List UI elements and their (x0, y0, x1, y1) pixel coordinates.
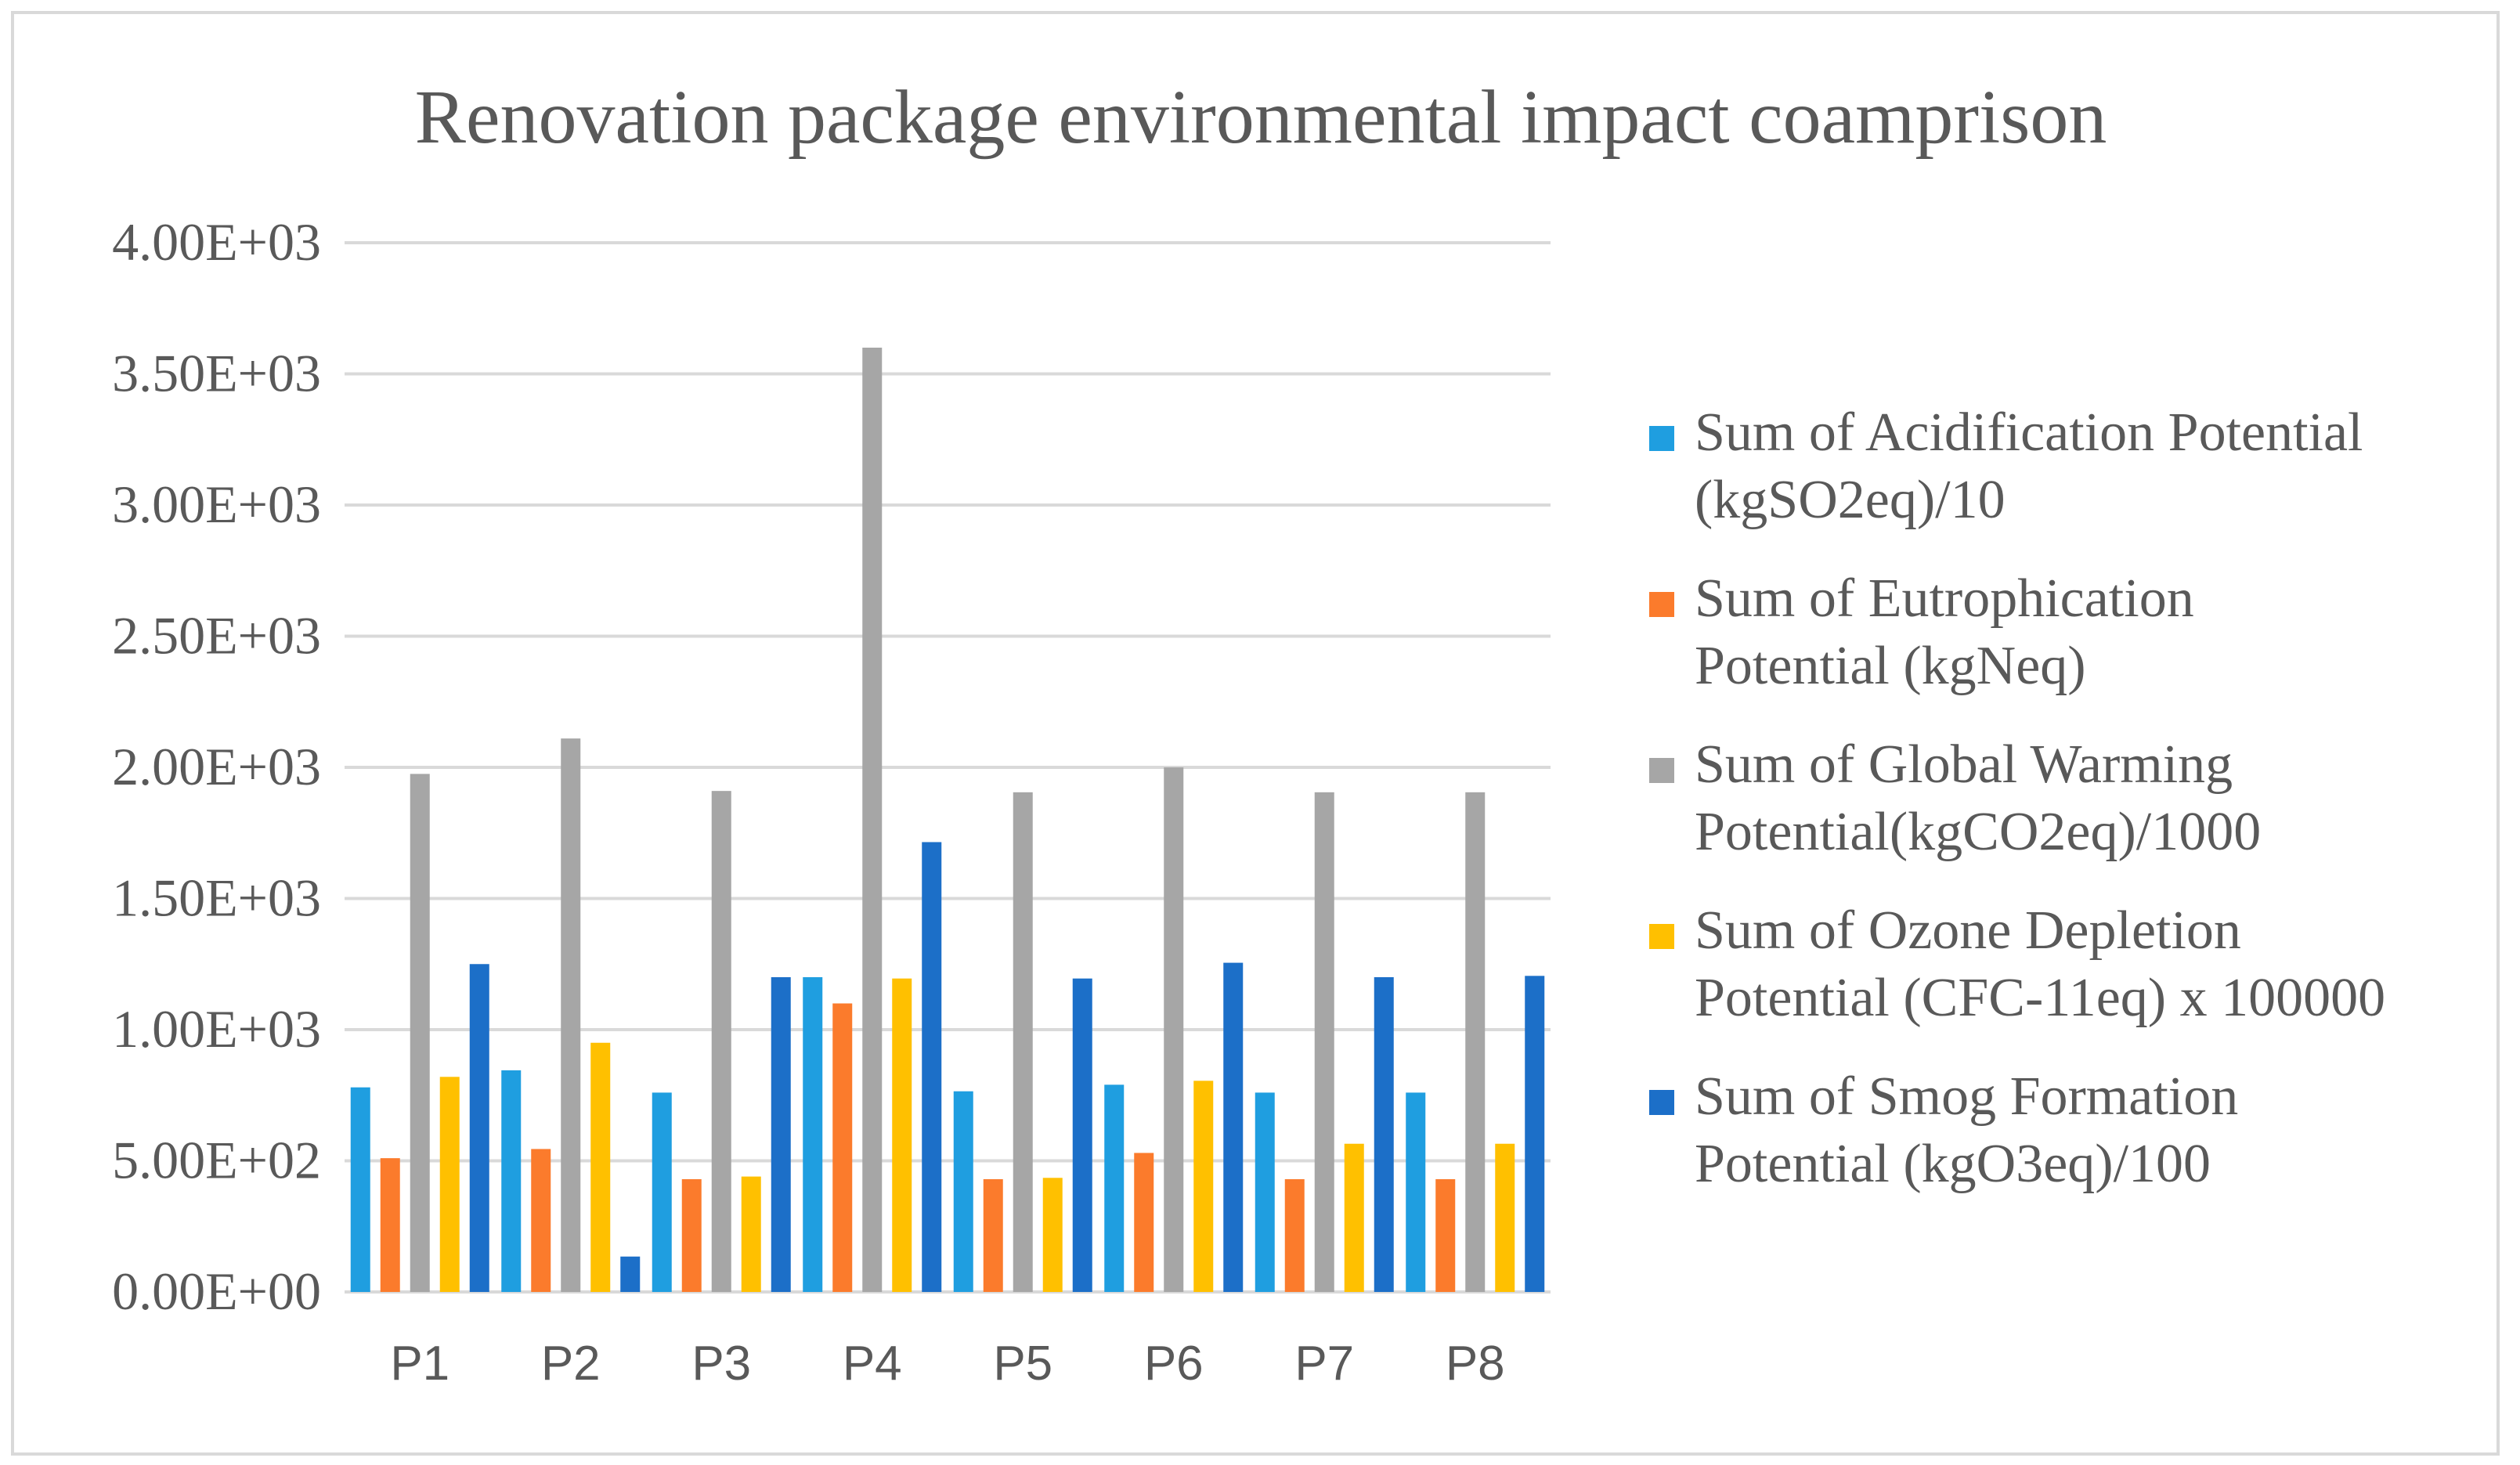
bar-p3-series-4 (741, 1176, 761, 1292)
bar-p4-series-2 (832, 1003, 853, 1292)
bar-p8-series-2 (1435, 1178, 1456, 1292)
y-tick-label: 2.00E+03 (112, 737, 321, 796)
bar-p5-series-1 (953, 1091, 973, 1292)
bar-p6-series-1 (1104, 1084, 1125, 1292)
bar-p1-series-1 (350, 1087, 370, 1292)
legend-swatch (1649, 758, 1674, 783)
bar-p3-series-2 (681, 1178, 702, 1292)
bar-p2-series-5 (620, 1256, 641, 1292)
legend-label-line: Potential (kgO3eq)/100 (1695, 1134, 2211, 1194)
bar-p7-series-2 (1284, 1178, 1305, 1292)
y-tick-label: 1.50E+03 (112, 868, 321, 928)
bar-p7-series-3 (1314, 792, 1334, 1292)
bar-p8-series-4 (1495, 1143, 1515, 1292)
chart-title: Renovation package environmental impact … (415, 75, 2107, 160)
legend-swatch (1649, 1090, 1674, 1115)
bar-p1-series-5 (469, 964, 489, 1292)
bar-p7-series-4 (1344, 1143, 1364, 1292)
x-tick-label: P8 (1446, 1337, 1505, 1391)
bar-p1-series-2 (380, 1158, 400, 1292)
bar-p1-series-3 (410, 774, 430, 1292)
bar-p6-series-2 (1134, 1153, 1154, 1292)
y-tick-label: 3.00E+03 (112, 475, 321, 534)
legend-label-line: (kgSO2eq)/10 (1695, 470, 2006, 530)
x-tick-label: P4 (843, 1337, 902, 1391)
x-axis-tick-labels: P1 P2 P3 P4 P5 P6 P7 P8 (390, 1337, 1504, 1391)
legend-item-acidification: Sum of Acidification Potential (kgSO2eq)… (1629, 399, 2498, 534)
bar-p8-series-1 (1406, 1092, 1426, 1292)
legend-label-line: Sum of Ozone Depletion (1695, 900, 2241, 961)
bars (350, 348, 1545, 1292)
bar-p4-series-1 (803, 977, 823, 1292)
bar-p5-series-3 (1013, 792, 1033, 1292)
legend-swatch (1649, 426, 1674, 451)
x-tick-label: P2 (541, 1337, 601, 1391)
bar-p2-series-3 (561, 738, 581, 1292)
bar-p2-series-2 (531, 1149, 551, 1292)
bar-p7-series-5 (1374, 977, 1394, 1292)
x-tick-label: P5 (993, 1337, 1052, 1391)
bar-p2-series-4 (590, 1042, 611, 1292)
legend-item-ozone-depletion: Sum of Ozone Depletion Potential (CFC-11… (1629, 897, 2498, 1032)
bar-p4-series-3 (862, 348, 883, 1292)
gridlines (345, 241, 1551, 1294)
legend-label-line: Sum of Eutrophication (1695, 568, 2194, 629)
bar-p5-series-5 (1072, 978, 1092, 1292)
bar-p3-series-3 (711, 791, 731, 1292)
y-tick-label: 3.50E+03 (112, 344, 321, 403)
legend-label-line: Potential(kgCO2eq)/1000 (1695, 802, 2262, 862)
bar-p6-series-5 (1223, 962, 1244, 1292)
x-tick-label: P6 (1144, 1337, 1204, 1391)
legend-item-eutrophication: Sum of Eutrophication Potential (kgNeq) (1629, 565, 2498, 700)
x-tick-label: P7 (1294, 1337, 1354, 1391)
y-tick-label: 0.00E+00 (112, 1261, 321, 1321)
bar-p1-series-4 (439, 1077, 460, 1292)
bar-p5-series-4 (1042, 1178, 1063, 1292)
legend-label-line: Potential (kgNeq) (1695, 636, 2086, 696)
legend-swatch (1649, 924, 1674, 949)
legend-item-smog-formation: Sum of Smog Formation Potential (kgO3eq)… (1629, 1063, 2498, 1198)
legend-label-line: Sum of Smog Formation (1695, 1066, 2239, 1127)
bar-p3-series-1 (652, 1092, 672, 1292)
legend-item-global-warming: Sum of Global Warming Potential(kgCO2eq)… (1629, 731, 2498, 866)
bar-p8-series-3 (1465, 792, 1486, 1292)
y-tick-label: 4.00E+03 (112, 212, 321, 272)
bar-p3-series-5 (771, 977, 791, 1292)
x-tick-label: P3 (691, 1337, 751, 1391)
bar-p6-series-4 (1193, 1081, 1214, 1292)
bar-p4-series-5 (922, 842, 942, 1292)
bar-p5-series-2 (983, 1178, 1003, 1292)
legend-swatch (1649, 592, 1674, 617)
y-tick-label: 2.50E+03 (112, 606, 321, 666)
legend-label-line: Sum of Global Warming (1695, 734, 2233, 795)
bar-p2-series-1 (501, 1070, 522, 1292)
legend-label-line: Potential (CFC-11eq) x 100000 (1695, 968, 2386, 1028)
legend: Sum of Acidification Potential (kgSO2eq)… (1629, 399, 2498, 1229)
legend-label-line: Sum of Acidification Potential (1695, 402, 2363, 463)
bar-p6-series-3 (1164, 767, 1184, 1292)
y-tick-label: 5.00E+02 (112, 1131, 321, 1190)
bar-p4-series-4 (892, 978, 912, 1292)
bar-p7-series-1 (1255, 1092, 1275, 1292)
y-axis-tick-labels: 0.00E+00 5.00E+02 1.00E+03 1.50E+03 2.00E+03… (112, 212, 321, 1321)
bar-p8-series-5 (1525, 976, 1545, 1292)
y-tick-label: 1.00E+03 (112, 999, 321, 1059)
x-tick-label: P1 (390, 1337, 449, 1391)
